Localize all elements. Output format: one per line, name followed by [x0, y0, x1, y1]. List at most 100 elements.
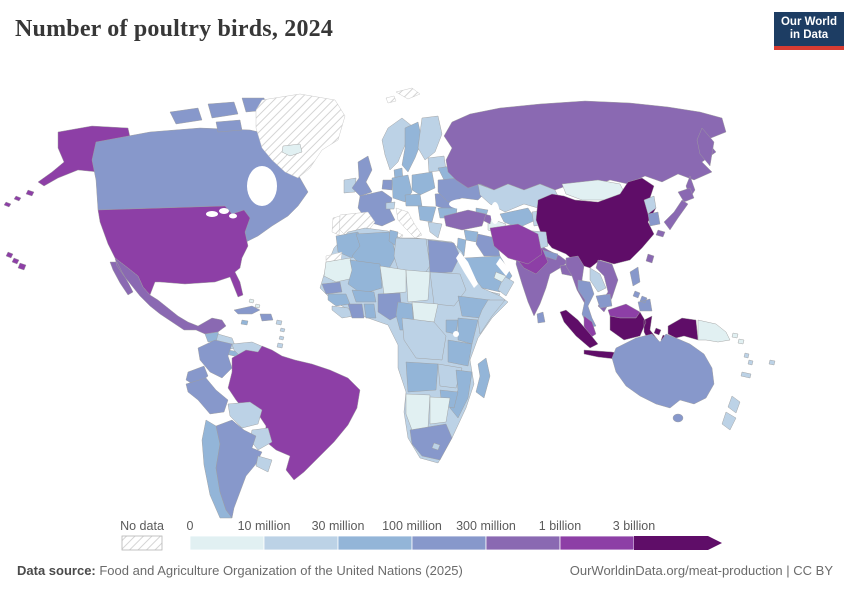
country-czechia-austria[interactable]: [404, 193, 423, 207]
country-angola[interactable]: [405, 361, 439, 393]
country-central-african-republic[interactable]: [411, 301, 439, 323]
legend-swatch-1[interactable]: [263, 535, 339, 551]
country-argentina[interactable]: [215, 419, 263, 519]
data-source-label: Data source:: [17, 563, 96, 578]
country-iceland[interactable]: [281, 143, 303, 157]
legend-swatch-2[interactable]: [337, 535, 413, 551]
country-switzerland[interactable]: [385, 201, 396, 210]
country-china[interactable]: [535, 177, 657, 269]
legend-swatch-6-arrow[interactable]: [634, 536, 722, 550]
legend-no-data-swatch[interactable]: [121, 535, 163, 551]
country-new-zealand[interactable]: [721, 395, 741, 431]
country-netherlands-belgium[interactable]: [381, 179, 393, 191]
data-source-text: Data source: Food and Agriculture Organi…: [17, 563, 463, 578]
country-somalia[interactable]: [477, 299, 506, 335]
page-title: Number of poultry birds, 2024: [15, 16, 334, 42]
country-uzbekistan[interactable]: [499, 207, 537, 229]
country-dr-congo[interactable]: [401, 317, 447, 361]
country-cambodia[interactable]: [595, 293, 613, 309]
country-niger[interactable]: [379, 265, 407, 295]
country-tasmania[interactable]: [672, 413, 684, 423]
country-uk[interactable]: [351, 155, 373, 197]
country-south-korea[interactable]: [647, 211, 661, 227]
country-hungary-balkans[interactable]: [417, 205, 437, 223]
country-tanzania[interactable]: [447, 339, 473, 367]
country-nigeria[interactable]: [377, 292, 403, 321]
legend-tick-5: 1 billion: [539, 519, 581, 533]
country-sierra-leone-liberia[interactable]: [331, 305, 355, 319]
country-uae[interactable]: [493, 271, 507, 283]
credit-link[interactable]: OurWorldinData.org/meat-production | CC …: [569, 563, 833, 578]
country-north-korea[interactable]: [643, 195, 657, 215]
legend-no-data-label: No data: [120, 519, 164, 533]
legend-tick-4: 300 million: [456, 519, 516, 533]
country-taiwan[interactable]: [645, 253, 655, 264]
legend-swatch-3[interactable]: [411, 535, 487, 551]
country-senegal[interactable]: [321, 281, 343, 295]
country-cote-divoire[interactable]: [347, 303, 365, 319]
canadian-arctic-islands[interactable]: [169, 97, 269, 133]
aleutian-islands[interactable]: [3, 189, 35, 208]
owid-logo[interactable]: Our World in Data: [774, 12, 844, 50]
country-norway[interactable]: [381, 117, 413, 171]
country-japan[interactable]: [655, 187, 695, 238]
country-guinea[interactable]: [327, 293, 351, 307]
legend-tick-6: 3 billion: [613, 519, 655, 533]
hawaii-islands[interactable]: [5, 251, 27, 271]
legend-swatch-5[interactable]: [559, 535, 635, 551]
country-ghana[interactable]: [363, 303, 377, 319]
legend-tick-2: 30 million: [312, 519, 365, 533]
country-peru[interactable]: [185, 377, 229, 415]
country-mauritania[interactable]: [323, 257, 355, 283]
country-finland[interactable]: [417, 115, 443, 161]
country-uruguay[interactable]: [255, 455, 273, 473]
country-burkina-faso[interactable]: [351, 289, 377, 303]
country-vietnam[interactable]: [595, 259, 619, 313]
country-sweden[interactable]: [401, 121, 423, 173]
country-greenland[interactable]: [255, 93, 346, 179]
country-egypt[interactable]: [427, 239, 461, 275]
country-russia[interactable]: [443, 100, 727, 191]
pacific-islands[interactable]: [740, 352, 776, 379]
owid-logo-line2: in Data: [789, 29, 829, 41]
solomon-islands[interactable]: [731, 332, 745, 345]
map-legend: No data 0 10 million 30 million 100 mill…: [120, 519, 722, 551]
country-portugal[interactable]: [331, 215, 341, 236]
country-thailand[interactable]: [577, 279, 597, 329]
country-mexico[interactable]: [109, 257, 227, 335]
legend-tick-1: 10 million: [238, 519, 291, 533]
country-australia[interactable]: [611, 333, 715, 409]
country-hispaniola[interactable]: [259, 313, 274, 322]
great-lakes: [206, 166, 277, 219]
footer: Data source: Food and Agriculture Organi…: [0, 563, 850, 578]
legend-tick-3: 100 million: [382, 519, 442, 533]
country-iran[interactable]: [489, 223, 543, 265]
country-svalbard[interactable]: [385, 87, 421, 104]
lake-victoria: [453, 331, 459, 337]
country-botswana[interactable]: [429, 396, 451, 425]
country-poland[interactable]: [411, 171, 436, 196]
country-chad[interactable]: [405, 269, 431, 303]
country-philippines[interactable]: [629, 266, 653, 312]
country-cuba[interactable]: [233, 305, 261, 315]
country-jamaica[interactable]: [240, 319, 249, 326]
country-greece[interactable]: [427, 221, 443, 239]
country-turkey[interactable]: [443, 209, 487, 231]
country-mozambique[interactable]: [449, 369, 473, 419]
country-madagascar[interactable]: [475, 357, 491, 399]
seas: [449, 199, 510, 288]
country-laos[interactable]: [589, 267, 607, 293]
country-sri-lanka[interactable]: [536, 311, 546, 324]
country-lesotho[interactable]: [431, 442, 441, 451]
country-bolivia[interactable]: [227, 401, 263, 429]
caribbean-islands[interactable]: [275, 319, 286, 349]
legend-swatch-4[interactable]: [485, 535, 561, 551]
legend-swatch-0[interactable]: [189, 535, 265, 551]
country-papua-new-guinea[interactable]: [697, 319, 731, 343]
owid-logo-line1: Our World: [780, 16, 837, 28]
data-source-value: Food and Agriculture Organization of the…: [95, 563, 463, 578]
country-south-africa[interactable]: [409, 423, 453, 461]
country-syria[interactable]: [463, 229, 479, 243]
bahamas-islands[interactable]: [248, 298, 261, 309]
